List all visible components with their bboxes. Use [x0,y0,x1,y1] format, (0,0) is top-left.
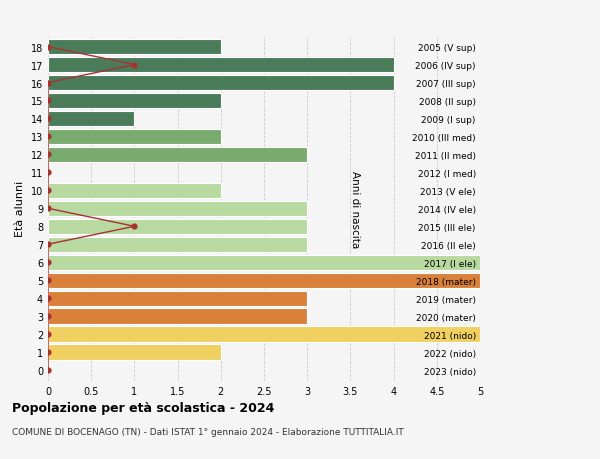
Bar [48,255,480,270]
Text: COMUNE DI BOCENAGO (TN) - Dati ISTAT 1° gennaio 2024 - Elaborazione TUTTITALIA.I: COMUNE DI BOCENAGO (TN) - Dati ISTAT 1° … [12,427,404,436]
Bar [48,40,221,55]
Bar [48,147,307,162]
Bar [48,345,221,360]
Bar [48,219,307,235]
Bar [48,129,221,145]
Bar [48,291,307,306]
Bar [48,183,221,199]
Bar [48,237,307,252]
Bar [48,76,394,91]
Y-axis label: Età alunni: Età alunni [15,181,25,237]
Bar [48,58,394,73]
Bar [48,327,480,342]
Y-axis label: Anni di nascita: Anni di nascita [350,170,360,247]
Bar [48,201,307,217]
Bar [48,94,221,109]
Bar [48,309,307,324]
Bar [48,273,480,288]
Bar [48,112,134,127]
Text: Popolazione per età scolastica - 2024: Popolazione per età scolastica - 2024 [12,401,274,414]
